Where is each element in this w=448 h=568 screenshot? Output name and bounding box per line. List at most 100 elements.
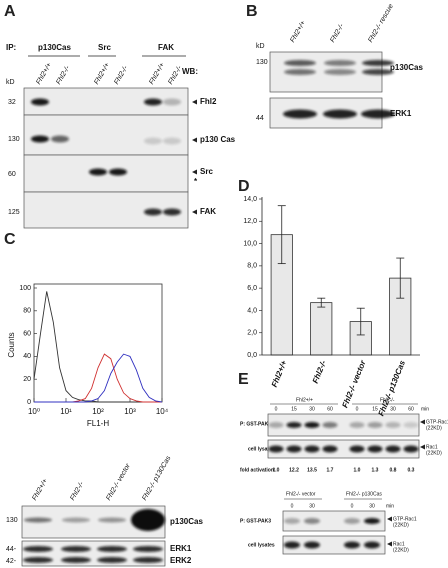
label: 0	[356, 406, 359, 412]
y-tick-label: 10,0	[243, 240, 257, 247]
label: Rac1	[426, 444, 438, 450]
band	[31, 135, 49, 143]
label: 130	[256, 59, 268, 66]
label: ERK1	[390, 109, 412, 118]
arrow	[420, 444, 425, 450]
label: 42-	[6, 558, 17, 565]
label: cell lysates	[248, 446, 275, 452]
arrow	[387, 516, 392, 522]
label: 125	[8, 209, 20, 216]
label: Fhl2+/+	[35, 62, 53, 86]
label: WB:	[182, 67, 198, 76]
band	[304, 541, 320, 549]
band	[163, 98, 181, 106]
label: Fhl2-/- p130Cas	[346, 491, 382, 497]
x-axis-label: FL1-H	[87, 419, 109, 428]
band	[385, 445, 401, 453]
band	[31, 98, 49, 106]
band	[61, 546, 91, 552]
band	[286, 422, 302, 428]
label: GTP-Rac1	[426, 419, 448, 425]
label: Fhl2-/-	[69, 480, 86, 502]
band	[344, 541, 360, 549]
band	[344, 518, 360, 524]
label: (22KD)	[426, 425, 442, 431]
label: 0	[275, 406, 278, 412]
label: 0	[351, 503, 354, 509]
band	[51, 135, 69, 143]
label: 30	[309, 406, 315, 412]
label: 130	[8, 136, 20, 143]
label: P: GST-PAK3	[240, 518, 271, 524]
band	[403, 422, 419, 428]
band	[284, 541, 300, 549]
bar	[310, 302, 333, 356]
label: Fhl2-/-	[55, 64, 72, 86]
blot	[23, 191, 189, 229]
y-axis-label: Counts	[7, 332, 16, 357]
band	[89, 168, 107, 176]
label: 60	[408, 406, 414, 412]
band	[23, 546, 53, 552]
band	[362, 69, 394, 75]
y-tick-label: 8,0	[247, 263, 257, 270]
band	[284, 518, 300, 524]
y-tick-label: 60	[23, 330, 31, 337]
label: kD	[6, 79, 15, 86]
band	[163, 208, 181, 216]
label: ERK1	[170, 544, 192, 553]
x-tick-label: 10¹	[60, 407, 72, 416]
label: 44-	[6, 546, 17, 553]
label: Fhl2-/- rescue	[367, 3, 395, 44]
label: 60	[8, 171, 16, 178]
band	[144, 98, 162, 106]
label: IP:	[6, 43, 16, 52]
label: Fhl2	[200, 97, 217, 106]
arrow	[387, 541, 392, 547]
label: Fhl2-/-	[380, 397, 395, 403]
label: E	[238, 371, 249, 388]
blot	[23, 154, 189, 193]
band	[284, 69, 316, 75]
band	[322, 422, 338, 428]
band	[144, 137, 162, 145]
label: 30	[309, 503, 315, 509]
label: 130	[6, 517, 18, 524]
band	[403, 445, 419, 453]
band	[131, 509, 165, 531]
band	[364, 541, 380, 549]
band	[367, 445, 383, 453]
label: Rac1	[393, 541, 405, 547]
y-tick-label: 4,0	[247, 307, 257, 314]
label: 30	[369, 503, 375, 509]
band	[362, 60, 394, 66]
y-tick-label: 80	[23, 308, 31, 315]
x-tick-label: Fhl2-/- vector	[340, 358, 367, 409]
label: Fhl2-/- vector	[105, 462, 132, 502]
band	[62, 517, 90, 523]
arrow	[192, 137, 197, 143]
x-tick-label: Fhl2+/+	[270, 359, 289, 389]
band	[324, 60, 356, 66]
band	[284, 60, 316, 66]
label: Fhl2-/- p130Cas	[141, 455, 172, 502]
histogram-line	[34, 353, 163, 403]
label: P: GST-PAK3	[240, 421, 271, 427]
band	[98, 517, 126, 523]
band	[163, 137, 181, 145]
y-tick-label: 40	[23, 353, 31, 360]
arrow	[192, 169, 197, 175]
label: p130Cas	[390, 63, 423, 72]
band	[24, 517, 52, 523]
x-tick-label: 10⁰	[28, 407, 40, 416]
label: 15	[372, 406, 378, 412]
blot	[23, 114, 189, 156]
label: Fhl2+/+	[31, 478, 49, 502]
label: 44	[256, 115, 264, 122]
label: 0.3	[408, 467, 415, 473]
label: 30	[390, 406, 396, 412]
label: cell lysates	[248, 542, 275, 548]
label: ERK2	[170, 556, 192, 565]
label: 0.8	[390, 467, 397, 473]
